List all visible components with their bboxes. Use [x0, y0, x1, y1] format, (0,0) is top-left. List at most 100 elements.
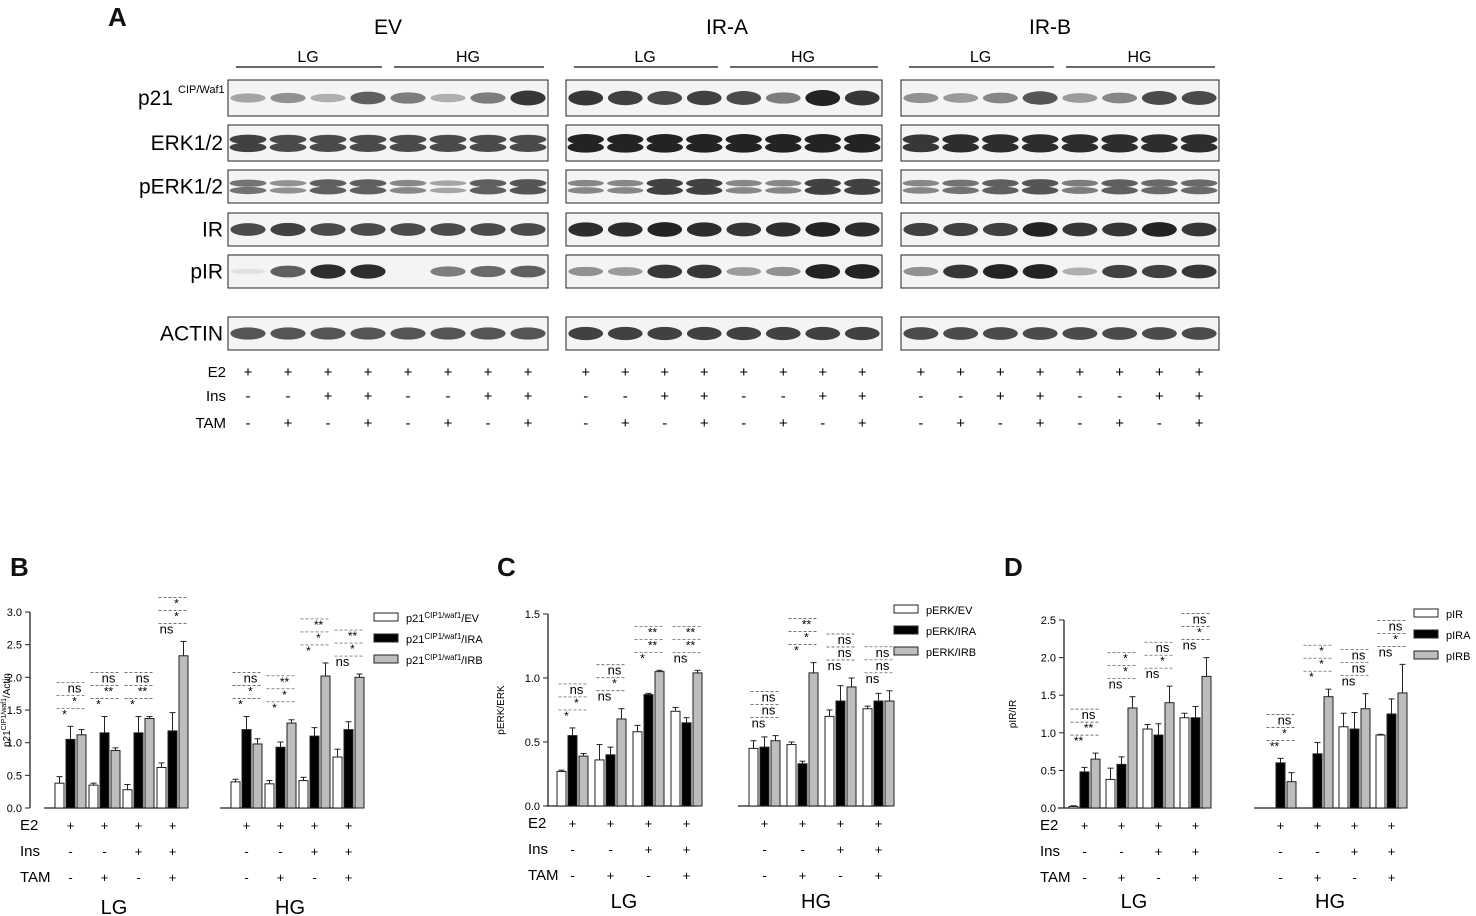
x-row-label: E2: [1040, 817, 1058, 834]
blot-band: [1141, 179, 1178, 187]
blot-band: [765, 187, 802, 194]
significance-label: ns: [1082, 707, 1096, 722]
group-label-hg: HG: [801, 891, 831, 913]
blot-band: [982, 179, 1019, 188]
x-sign: +: [1388, 870, 1396, 885]
y-tick-label: 1.5: [525, 609, 540, 621]
x-sign: +: [683, 816, 691, 831]
blot-band: [805, 326, 841, 341]
blot-band: [1101, 134, 1138, 145]
bar: [178, 655, 189, 809]
blot-band: [389, 142, 427, 152]
blot-band: [804, 178, 841, 188]
blot-band: [390, 92, 426, 104]
bar: [1068, 805, 1079, 809]
blot-band: [686, 326, 722, 341]
blot-band: [349, 134, 387, 145]
x-sign: +: [875, 816, 883, 831]
x-row-label: E2: [20, 817, 38, 834]
significance-label: **: [138, 685, 148, 699]
treat-sign: -: [246, 388, 251, 405]
y-tick-label: 0.0: [1041, 803, 1056, 815]
y-tick-label: 1.0: [1041, 728, 1056, 740]
blot-band: [943, 93, 979, 103]
blot-band: [1141, 134, 1178, 145]
blot-band: [844, 134, 881, 145]
treat-sign: -: [741, 415, 746, 432]
treat-sign: +: [1195, 364, 1204, 381]
blot-band: [982, 92, 1018, 104]
bar: [1105, 778, 1116, 809]
legend-swatch: [893, 646, 919, 656]
blot-band: [942, 142, 979, 153]
significance-label: *: [564, 709, 569, 723]
significance-label: *: [72, 694, 77, 708]
significance-label: ns: [336, 654, 350, 669]
blot-band: [1102, 222, 1138, 237]
blot-band: [1141, 142, 1178, 153]
panel-d-label: D: [1004, 552, 1023, 582]
treat-sign: +: [621, 364, 630, 381]
blot-band: [390, 223, 426, 236]
x-sign: -: [68, 870, 72, 885]
x-sign: +: [1314, 818, 1322, 833]
treat-sign: +: [1115, 364, 1124, 381]
treat-sign: +: [324, 388, 333, 405]
blot-band: [470, 327, 506, 340]
significance-label: *: [1123, 652, 1128, 666]
treat-label-ins: Ins: [206, 388, 226, 405]
significance-label: **: [348, 629, 358, 643]
significance-label: ns: [1342, 674, 1356, 689]
blot-band: [349, 142, 387, 152]
blot-band: [943, 222, 979, 237]
x-sign: +: [1155, 844, 1163, 859]
legend-entry: pERK/EV: [926, 605, 973, 617]
bar: [748, 747, 759, 807]
blot-band: [903, 266, 939, 277]
blot-band: [725, 134, 762, 145]
y-tick-label: 0.5: [525, 737, 540, 749]
group-label-lg: LG: [1121, 891, 1148, 913]
blot-band: [568, 266, 604, 277]
bar: [1286, 781, 1297, 809]
significance-label: ns: [1193, 612, 1207, 627]
blot-band: [470, 92, 506, 104]
treat-label-e2: E2: [208, 364, 226, 381]
row-label-perk: pERK1/2: [139, 176, 223, 199]
blot-band: [1102, 264, 1138, 279]
significance-label: ns: [1379, 644, 1393, 659]
significance-label: **: [802, 618, 812, 632]
blot-band: [943, 327, 979, 340]
treat-sign: +: [364, 415, 373, 432]
blot-band: [686, 186, 723, 195]
x-row-label: TAM: [528, 867, 559, 884]
blot-band: [1180, 179, 1218, 187]
x-sign: +: [761, 816, 769, 831]
x-sign: +: [683, 842, 691, 857]
y-tick-label: 1.5: [7, 705, 22, 717]
blot-band: [470, 223, 506, 236]
blot-band: [1101, 179, 1138, 188]
blot-band: [844, 264, 880, 279]
blot-band: [1062, 222, 1098, 237]
treat-sign: -: [998, 415, 1003, 432]
blot-band: [942, 179, 979, 187]
blot-frame: [227, 169, 549, 204]
bar: [252, 743, 263, 809]
group-label-ir-a: IR-A: [706, 16, 748, 39]
hg-label: HG: [791, 49, 815, 66]
legend-entry: pIR: [1446, 609, 1463, 621]
panel-a-label: A: [108, 2, 127, 32]
blot-band: [1141, 264, 1177, 279]
treat-sign: +: [818, 388, 827, 405]
x-sign: +: [683, 868, 691, 883]
bar: [65, 738, 76, 809]
significance-label: *: [1393, 632, 1398, 646]
blot-band: [725, 187, 762, 194]
treat-sign: -: [741, 388, 746, 405]
blot-band: [230, 327, 266, 340]
significance-label: ns: [1352, 661, 1366, 676]
western-blot-figure: EV LG HG IR-A LG HG IR-B LG HG p21 CIP/Waf1 ERK1/2 p…: [138, 16, 1220, 432]
y-tick-label: 1.0: [7, 738, 22, 750]
x-sign: -: [646, 868, 650, 883]
